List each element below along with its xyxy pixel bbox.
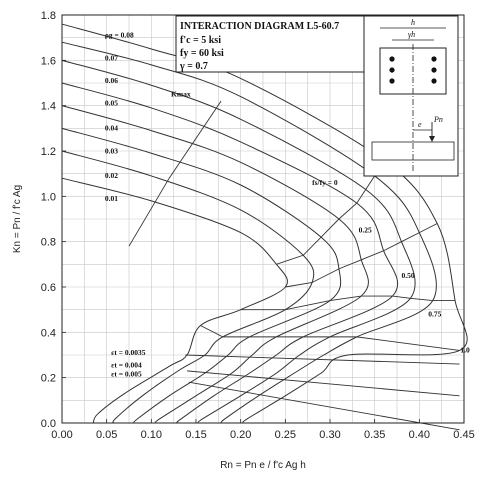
y-tick-label: 1.8 (41, 10, 56, 22)
curve-annotation: 1.0 (460, 346, 470, 355)
dim-h-label: h (411, 18, 415, 27)
curve-annotation: 0.01 (105, 194, 118, 203)
inset-frame (363, 15, 459, 177)
rebar (431, 56, 437, 62)
y-tick-label: 1.4 (41, 101, 56, 113)
curve-annotation: 0.05 (105, 99, 118, 108)
ecc-label: e (418, 120, 422, 129)
y-axis-label: Kn = Pn / f'c Ag (12, 185, 23, 253)
radial-line (200, 325, 460, 351)
title-box-frame (175, 15, 365, 73)
curve-annotation: 0.06 (105, 76, 118, 85)
rebar (389, 56, 395, 62)
x-tick-label: 0.30 (319, 429, 340, 441)
curve-annotation: εt = 0.0035 (111, 348, 146, 357)
cross-section-inset: h γh e Pn (363, 15, 459, 177)
y-tick-label: 0.4 (41, 327, 56, 339)
dim-gh-label: γh (408, 30, 415, 39)
x-tick-label: 0.40 (409, 429, 430, 441)
load-arrow-head (429, 136, 435, 142)
curve-annotation: fs/fy = 0 (312, 178, 338, 187)
load-label: Pn (433, 115, 443, 124)
radial-lines (128, 100, 460, 431)
y-tick-label: 0.2 (41, 373, 56, 385)
y-tick-label: 0.6 (41, 282, 56, 294)
curve-annotation: 0.02 (105, 171, 118, 180)
curve-annotation: 0.04 (105, 124, 118, 133)
kmax-line (128, 100, 222, 247)
curve-annotation: 0.03 (105, 146, 118, 155)
x-tick-label: 0.45 (453, 429, 474, 441)
y-tick-label: 1.2 (41, 146, 56, 158)
x-tick-label: 0.15 (185, 429, 206, 441)
curve-annotation: 0.75 (428, 309, 441, 318)
x-tick-label: 0.00 (51, 429, 72, 441)
rebar (389, 67, 395, 73)
curve-annotation: εt = 0.004 (111, 360, 142, 369)
rho-curve (61, 150, 315, 424)
radial-line (240, 295, 456, 311)
x-tick-label: 0.20 (230, 429, 251, 441)
strain-line (188, 381, 460, 431)
y-tick-label: 0.8 (41, 237, 56, 249)
radial-line (285, 223, 438, 288)
param-fc: f'c = 5 ksi (180, 35, 221, 46)
rebar (431, 67, 437, 73)
x-tick-label: 0.35 (364, 429, 385, 441)
rho-curve (61, 105, 369, 424)
x-tick-label: 0.10 (141, 429, 162, 441)
y-tick-label: 1.0 (41, 191, 56, 203)
y-tick-label: 1.6 (41, 55, 56, 67)
rebar (431, 78, 437, 84)
x-tick-label: 0.25 (275, 429, 296, 441)
rho-curve (61, 82, 399, 424)
param-gamma: γ = 0.7 (179, 61, 208, 72)
curve-annotation: 0.25 (359, 226, 372, 235)
x-axis-label: Rn = Pn e / f'c Ag h (220, 460, 306, 471)
curve-annotations: ρg = 0.08 0.07 0.06 0.05 0.04 0.03 0.02 0.01 Kma… (105, 31, 470, 379)
curve-annotation: Kmax (171, 90, 191, 99)
strain-line (185, 354, 460, 365)
curve-annotation: ρg = 0.08 (105, 31, 134, 40)
strain-line (187, 370, 460, 397)
rho-curve (61, 127, 342, 424)
x-tick-label: 0.05 (96, 429, 117, 441)
y-tick-label: 0.0 (41, 418, 56, 430)
radial-line (276, 159, 384, 265)
curve-annotation: εt = 0.005 (111, 370, 142, 379)
plot-frame (61, 14, 465, 424)
param-fy: fy = 60 ksi (180, 48, 224, 59)
rebar (389, 78, 395, 84)
title-box: INTERACTION DIAGRAM L5-60.7 f'c = 5 ksi … (175, 15, 365, 73)
elevation-section (371, 141, 455, 161)
tick-labels: 0.00 0.05 0.10 0.15 0.20 0.25 0.30 0.35 0.40 0.45… (41, 10, 475, 441)
chart-title: INTERACTION DIAGRAM L5-60.7 (180, 21, 339, 32)
rho-curve (61, 177, 288, 424)
curve-annotation: 0.50 (401, 271, 414, 280)
curve-annotation: 0.07 (105, 53, 118, 62)
